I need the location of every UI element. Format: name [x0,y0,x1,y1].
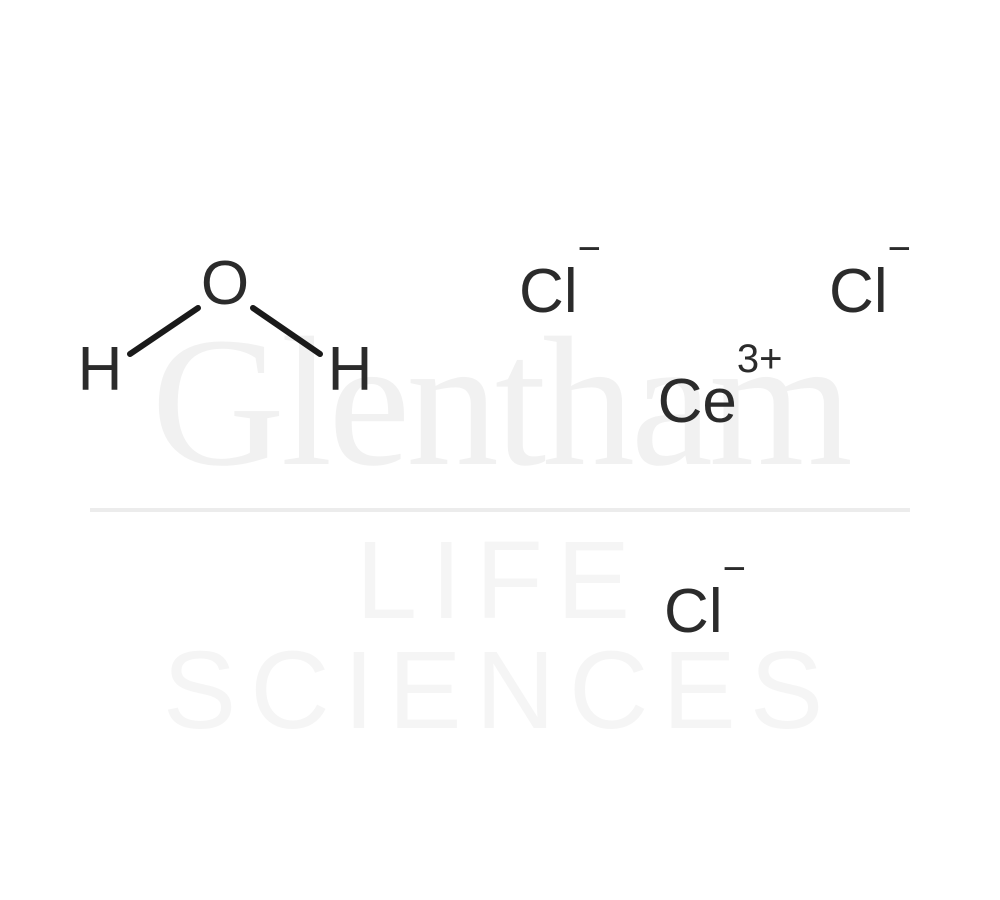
atom-cl2: Cl− [829,257,911,323]
atom-cl1-charge: − [578,227,601,271]
bond-layer [0,0,1000,900]
atom-h2: H [328,339,373,401]
atom-cl3-charge: − [723,547,746,591]
atom-o-label: O [201,249,249,318]
atom-h2-label: H [328,335,373,404]
bond-o-h2 [253,308,320,354]
atom-cl1-label: Cl [519,257,578,326]
bond-o-h1 [130,308,198,354]
atom-h1: H [78,339,123,401]
atom-h1-label: H [78,335,123,404]
atom-cl1: Cl− [519,257,601,323]
atom-cl2-charge: − [888,227,911,271]
atom-ce: Ce3+ [658,367,783,433]
chemical-structure-canvas: Glentham LIFE SCIENCES O H H Cl− Cl− Ce3… [0,0,1000,900]
atom-ce-label: Ce [658,367,737,436]
atom-cl2-label: Cl [829,257,888,326]
atom-cl3-label: Cl [664,577,723,646]
atom-cl3: Cl− [664,577,746,643]
atom-o: O [201,253,249,315]
atom-ce-charge: 3+ [737,337,783,381]
